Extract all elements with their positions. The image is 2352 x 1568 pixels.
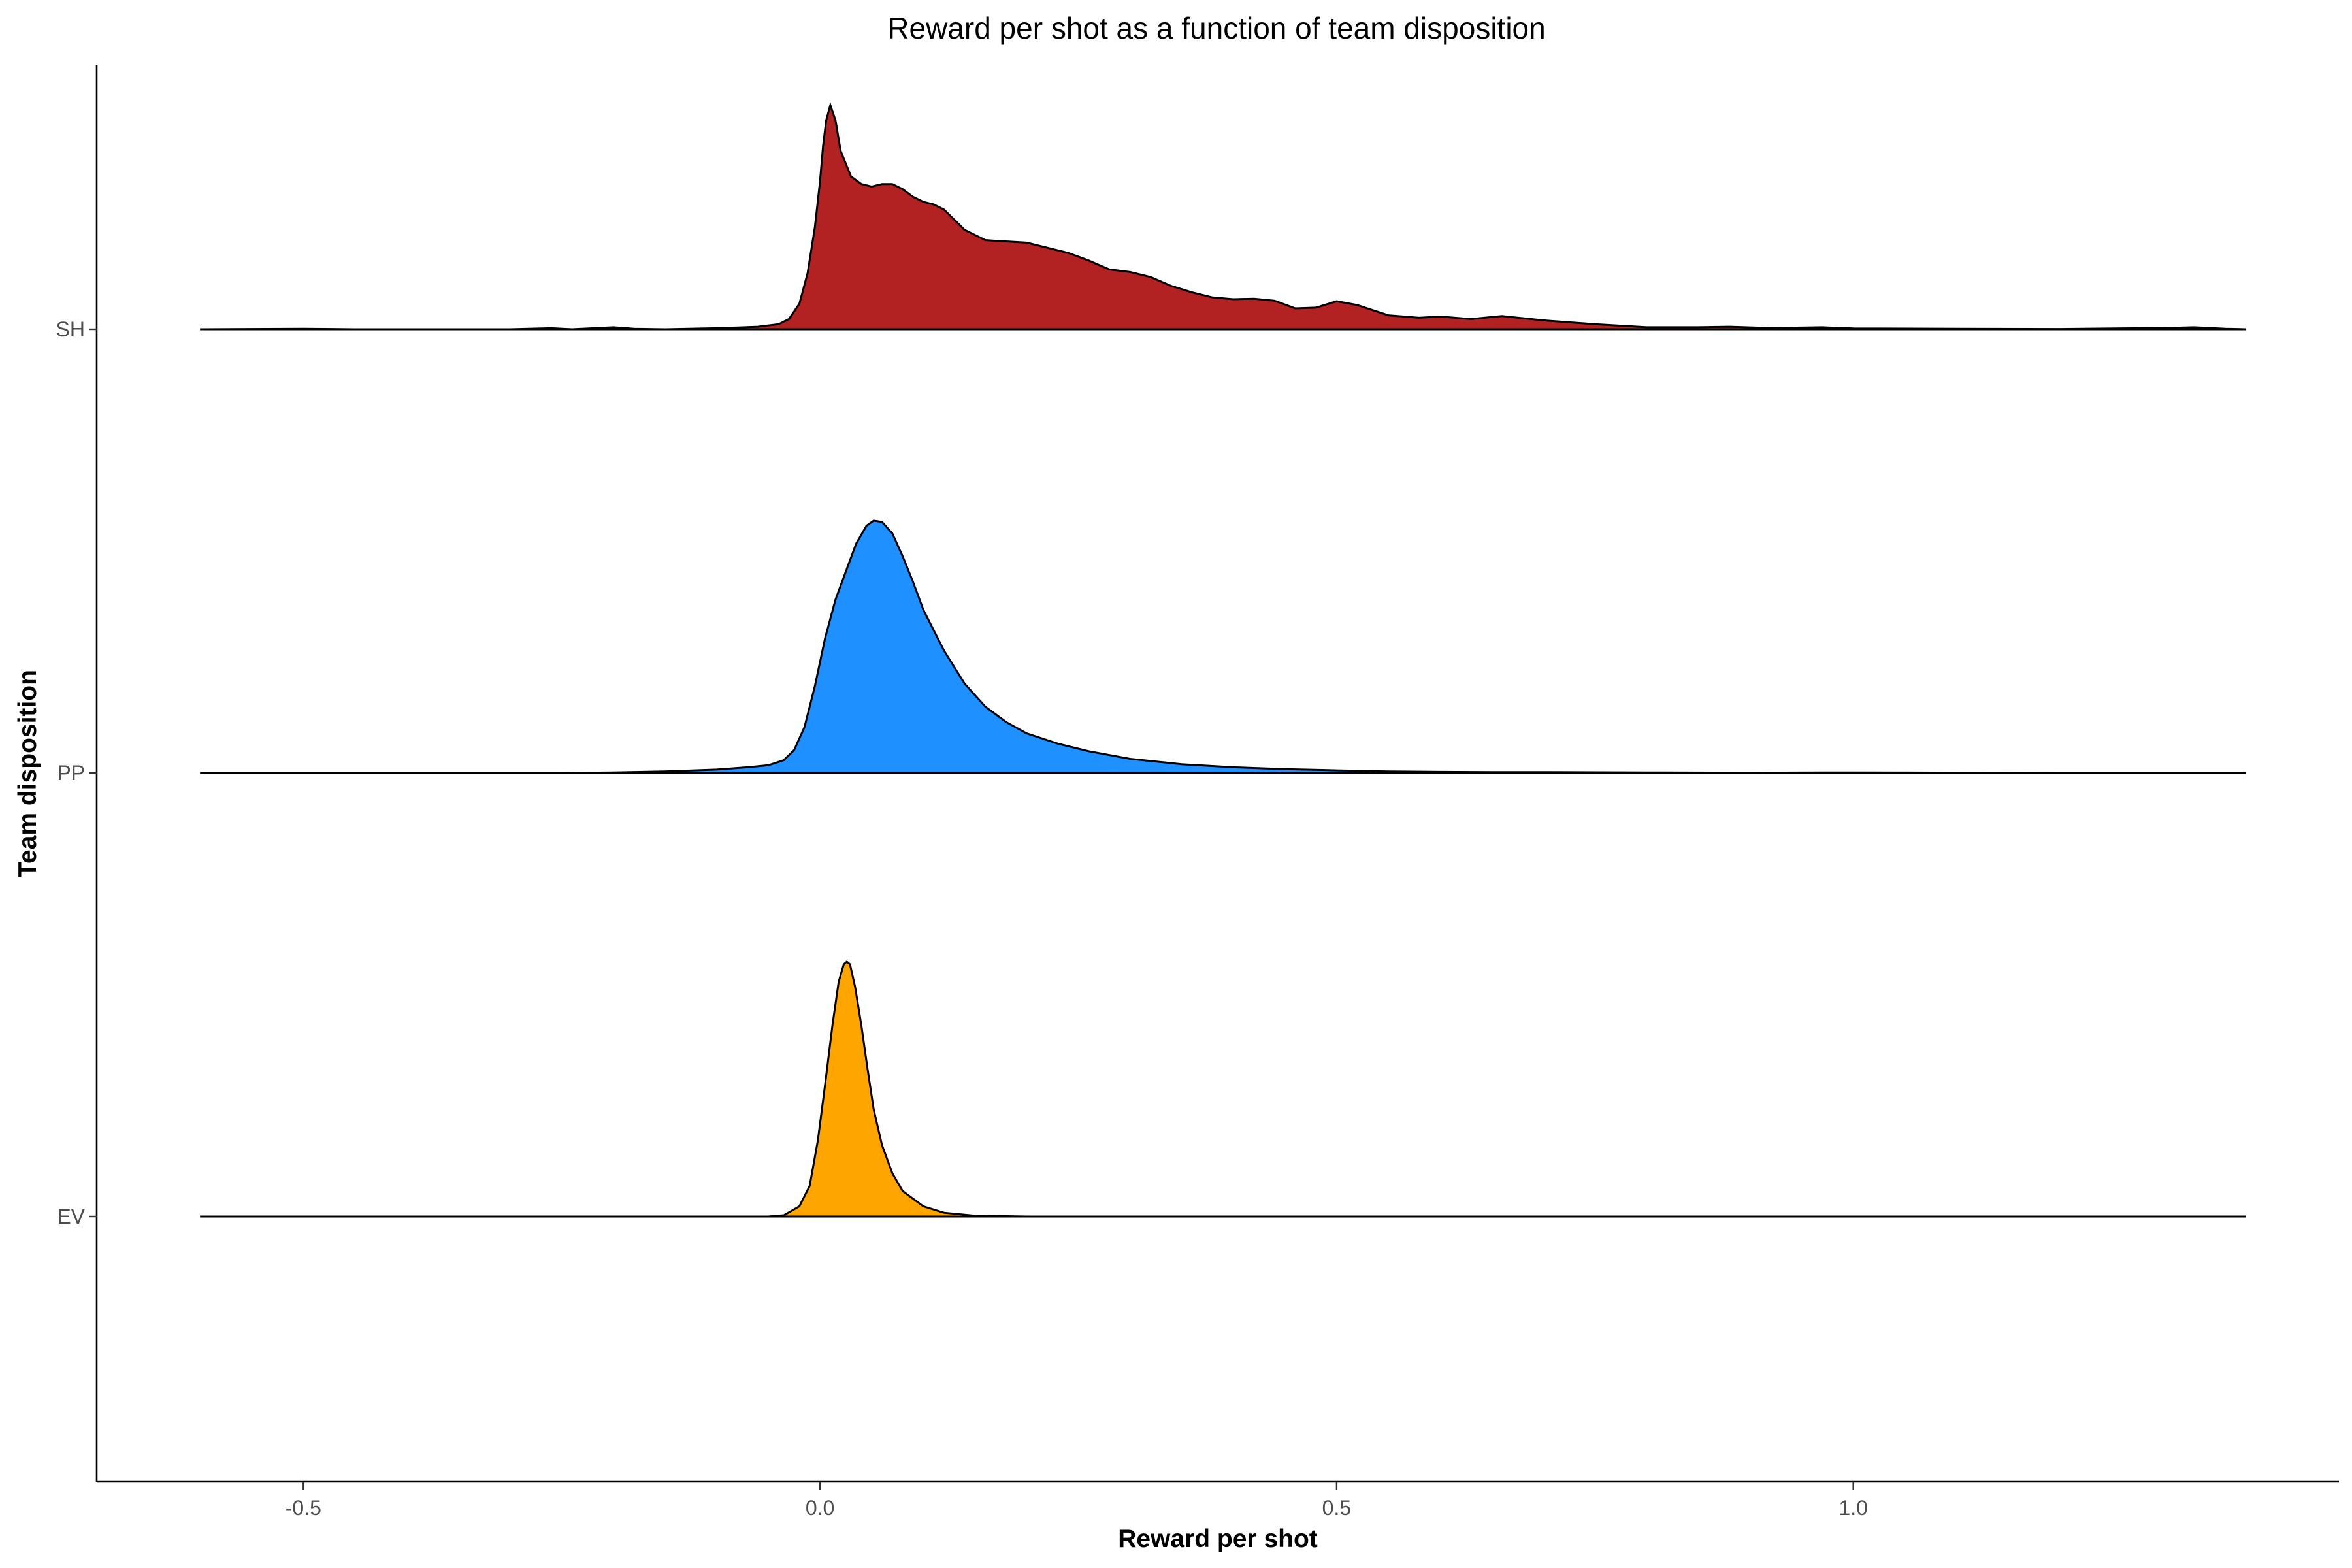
y-axis-ticks: EV PP SH bbox=[56, 318, 97, 1228]
y-tick-label-pp: PP bbox=[57, 761, 85, 785]
x-tick-label: 1.0 bbox=[1838, 1496, 1867, 1520]
x-axis-ticks: -0.5 0.0 0.5 1.0 bbox=[286, 1482, 1868, 1520]
x-axis-title: Reward per shot bbox=[1118, 1525, 1318, 1553]
y-tick-label-ev: EV bbox=[57, 1205, 85, 1228]
ridge-sh bbox=[200, 101, 2246, 331]
ridges bbox=[200, 101, 2246, 1218]
y-tick-label-sh: SH bbox=[56, 318, 85, 341]
y-axis-title: Team disposition bbox=[14, 670, 42, 877]
x-tick-label: 0.5 bbox=[1322, 1496, 1351, 1520]
ridge-pp bbox=[200, 519, 2246, 774]
chart-title: Reward per shot as a function of team di… bbox=[887, 11, 1545, 45]
x-tick-label: -0.5 bbox=[286, 1496, 321, 1520]
x-tick-label: 0.0 bbox=[806, 1496, 834, 1520]
ridge-ev bbox=[200, 960, 2246, 1218]
